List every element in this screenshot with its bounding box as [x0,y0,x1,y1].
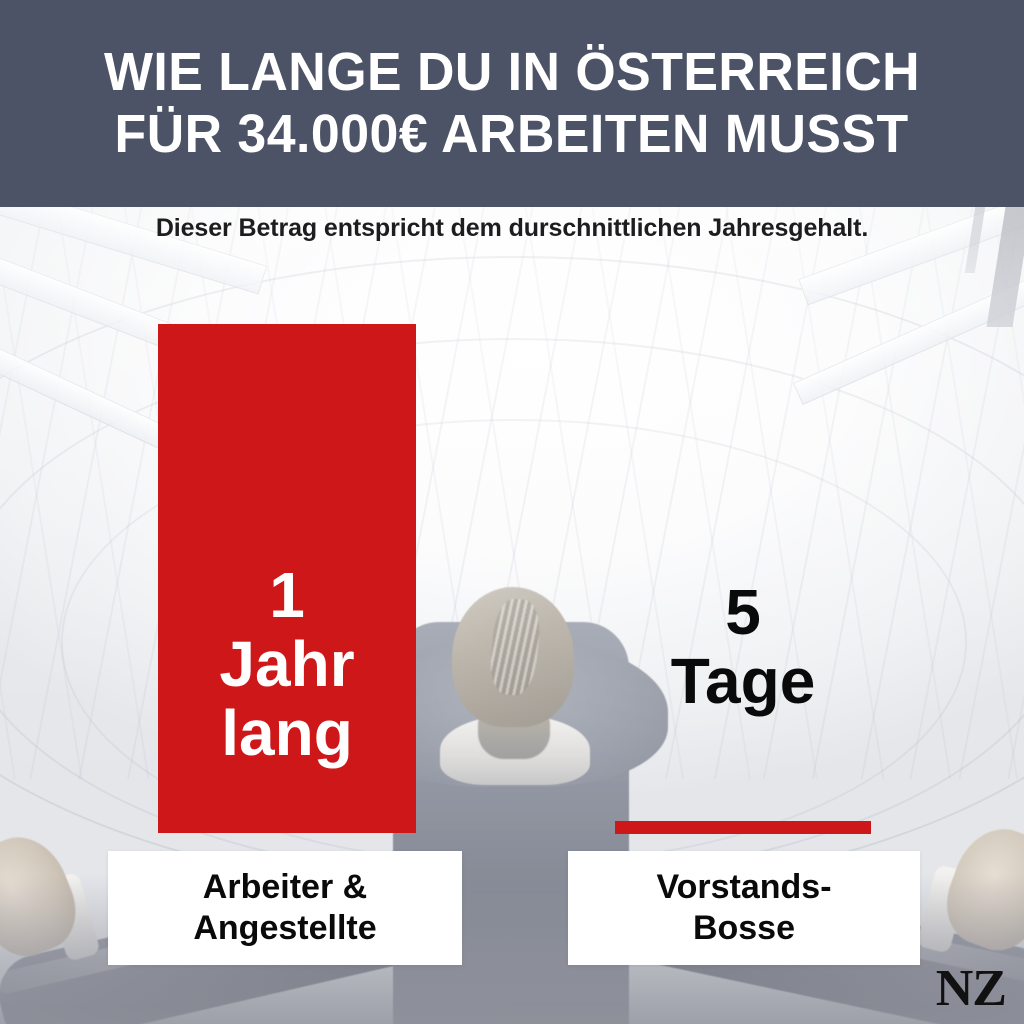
subtitle-text: Dieser Betrag entspricht dem durschnittl… [155,214,869,242]
title-line-1: WIE LANGE DU IN ÖSTERREICH [103,41,921,102]
header-band: WIE LANGE DU IN ÖSTERREICH FÜR 34.000€ A… [0,0,1024,207]
nz-logo: NZ [935,960,1007,1017]
title-line-2: FÜR 34.000€ ARBEITEN MUSST [114,103,910,164]
bar-vorstands-bosse [615,821,871,834]
bar-arbeiter-angestellte: 1 Jahr lang [158,324,416,833]
category-label-arbeiter-angestellte: Arbeiter & Angestellte [108,851,462,965]
head [452,587,574,727]
bar-value-label-right: 5 Tage [670,576,816,718]
bar-value-label-left: 1 Jahr lang [219,558,355,770]
category-label-vorstands-bosse: Vorstands- Bosse [568,851,920,965]
